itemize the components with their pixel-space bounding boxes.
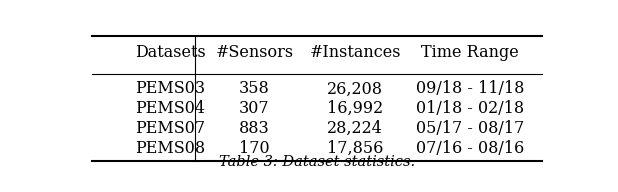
Text: 05/17 - 08/17: 05/17 - 08/17 xyxy=(416,120,524,137)
Text: 09/18 - 11/18: 09/18 - 11/18 xyxy=(416,80,524,97)
Text: 170: 170 xyxy=(239,140,270,157)
Text: 17,856: 17,856 xyxy=(327,140,383,157)
Text: 883: 883 xyxy=(239,120,270,137)
Text: #Sensors: #Sensors xyxy=(216,44,294,61)
Text: 01/18 - 02/18: 01/18 - 02/18 xyxy=(416,100,524,117)
Text: PEMS03: PEMS03 xyxy=(135,80,205,97)
Text: 07/16 - 08/16: 07/16 - 08/16 xyxy=(416,140,524,157)
Text: 28,224: 28,224 xyxy=(327,120,383,137)
Text: #Instances: #Instances xyxy=(309,44,401,61)
Text: PEMS08: PEMS08 xyxy=(135,140,205,157)
Text: Time Range: Time Range xyxy=(421,44,519,61)
Text: 16,992: 16,992 xyxy=(327,100,383,117)
Text: PEMS04: PEMS04 xyxy=(135,100,205,117)
Text: 307: 307 xyxy=(239,100,270,117)
Text: PEMS07: PEMS07 xyxy=(135,120,205,137)
Text: 26,208: 26,208 xyxy=(327,80,383,97)
Text: 358: 358 xyxy=(239,80,270,97)
Text: Table 3: Dataset statistics.: Table 3: Dataset statistics. xyxy=(219,155,415,169)
Text: Datasets: Datasets xyxy=(135,44,205,61)
